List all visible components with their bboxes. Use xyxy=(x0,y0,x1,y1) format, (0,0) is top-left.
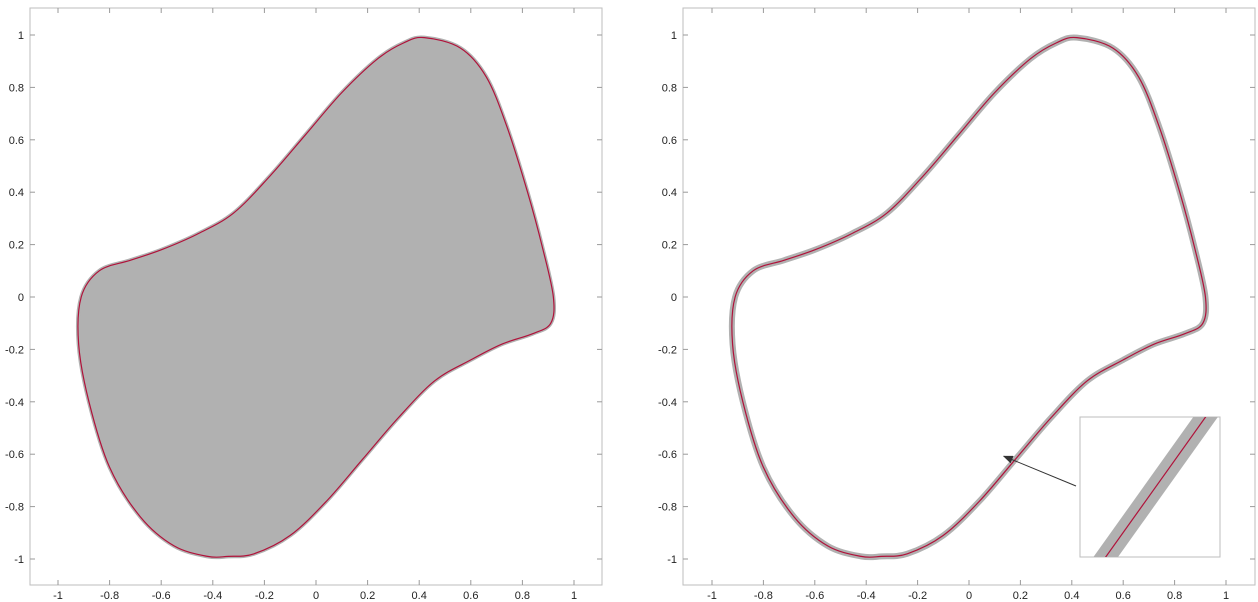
x-tick-label: 0.6 xyxy=(463,590,478,602)
x-tick-label: -0.2 xyxy=(908,590,927,602)
y-tick-label: 0.2 xyxy=(9,240,24,252)
y-tick-label: -0.4 xyxy=(5,397,24,409)
y-tick-label: 0.8 xyxy=(662,82,677,94)
left-curve-band xyxy=(75,35,557,560)
y-tick-label: 0.4 xyxy=(662,187,677,199)
y-tick-label: 0.4 xyxy=(9,187,24,199)
y-tick-label: -0.4 xyxy=(658,397,677,409)
x-tick-label: 0 xyxy=(966,590,972,602)
y-tick-label: -1 xyxy=(14,554,24,566)
y-tick-label: 1 xyxy=(18,30,24,42)
x-tick-label: -0.2 xyxy=(255,590,274,602)
y-tick-label: -0.6 xyxy=(5,449,24,461)
x-tick-label: -1 xyxy=(53,590,63,602)
right-axes-ticks: -1 -0.8 -0.6 -0.4 -0.2 0 0.2 0.4 0.6 0.8 1 1 0.8 0.6 0… xyxy=(658,8,1255,602)
zoom-inset xyxy=(1079,416,1221,558)
x-tick-label: 1 xyxy=(1223,590,1229,602)
x-tick-label: 0.4 xyxy=(412,590,427,602)
y-tick-label: 1 xyxy=(671,30,677,42)
y-tick-label: 0 xyxy=(671,292,677,304)
right-plot: -1 -0.8 -0.6 -0.4 -0.2 0 0.2 0.4 0.6 0.8 1 1 0.8 0.6 0… xyxy=(658,7,1256,602)
x-tick-label: -1 xyxy=(707,590,717,602)
x-tick-label: -0.8 xyxy=(100,590,119,602)
x-tick-label: 0 xyxy=(313,590,319,602)
x-tick-label: -0.8 xyxy=(754,590,773,602)
x-tick-label: 1 xyxy=(571,590,577,602)
x-tick-label: -0.6 xyxy=(805,590,824,602)
y-tick-label: -0.8 xyxy=(5,502,24,514)
x-tick-label: 0.6 xyxy=(1116,590,1131,602)
y-tick-label: -0.2 xyxy=(5,344,24,356)
zoom-inset-curve xyxy=(1104,417,1207,557)
y-tick-label: 0.8 xyxy=(9,82,24,94)
y-tick-label: -0.6 xyxy=(658,449,677,461)
left-axes-ticks: -1 -0.8 -0.6 -0.4 -0.2 0 0.2 0.4 0.6 0.8 1 1 0.8 0.6 0… xyxy=(5,8,602,602)
y-tick-label: -0.8 xyxy=(658,502,677,514)
x-tick-label: 0.8 xyxy=(1167,590,1182,602)
x-tick-label: 0.2 xyxy=(1013,590,1028,602)
y-tick-label: 0.2 xyxy=(662,240,677,252)
right-curve-line xyxy=(731,36,1207,558)
y-tick-label: -1 xyxy=(667,554,677,566)
x-tick-label: 0.4 xyxy=(1064,590,1079,602)
x-tick-label: -0.6 xyxy=(152,590,171,602)
zoom-arrow xyxy=(1002,455,1077,487)
x-tick-label: 0.8 xyxy=(515,590,530,602)
x-tick-label: 0.2 xyxy=(360,590,375,602)
x-tick-label: -0.4 xyxy=(857,590,876,602)
y-tick-label: 0.6 xyxy=(9,135,24,147)
left-curve-line xyxy=(77,36,555,558)
left-plot: -1 -0.8 -0.6 -0.4 -0.2 0 0.2 0.4 0.6 0.8 1 1 0.8 0.6 0… xyxy=(5,7,603,602)
x-tick-label: -0.4 xyxy=(203,590,222,602)
y-tick-label: -0.2 xyxy=(658,344,677,356)
y-tick-label: 0 xyxy=(18,292,24,304)
y-tick-label: 0.6 xyxy=(662,135,677,147)
